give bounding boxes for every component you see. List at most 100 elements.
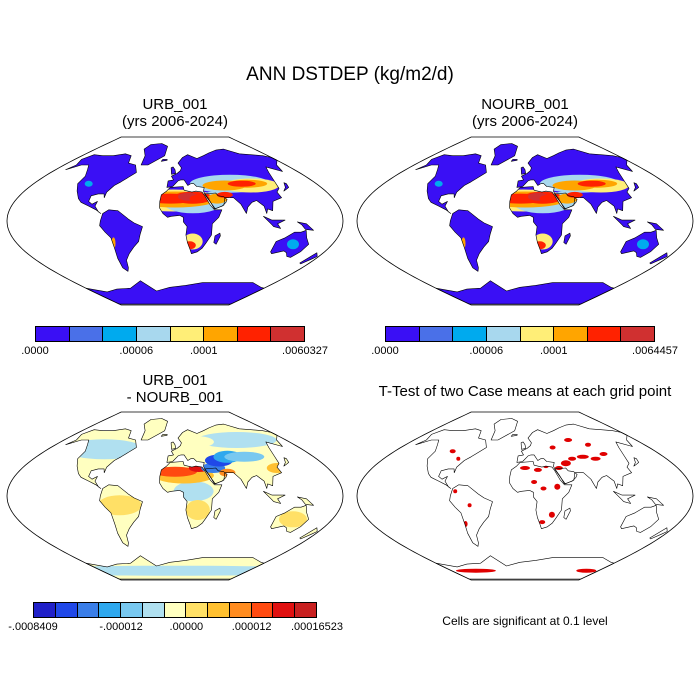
- coastline-uk: [170, 166, 176, 175]
- field-cell: [189, 194, 210, 203]
- land-new-guinea: [297, 221, 314, 231]
- colorbar-urb: [35, 326, 305, 342]
- field-cell: [554, 483, 561, 490]
- colorbar-swatch: [136, 327, 171, 341]
- coastline-japan: [283, 457, 289, 467]
- field-cell: [65, 565, 318, 576]
- colorbar-diff: [33, 602, 317, 618]
- coastline-greenland: [490, 143, 518, 166]
- colorbar-swatch: [55, 603, 78, 617]
- colorbar-swatch: [453, 327, 487, 341]
- panel-title-ttest: T-Test of two Case means at each grid po…: [350, 383, 700, 400]
- field-cell: [279, 511, 307, 528]
- field-cell: [564, 438, 573, 442]
- land-south-america: [449, 209, 493, 272]
- land-eurasia: [516, 424, 633, 489]
- coastline-new-zealand: [649, 527, 668, 540]
- ocean: [357, 137, 693, 305]
- coastline-africa: [159, 186, 223, 254]
- land-indonesia: [263, 216, 286, 229]
- field-cell: [185, 500, 210, 520]
- field-cell: [227, 180, 256, 187]
- map-urb: [6, 136, 344, 306]
- map-border: [356, 411, 694, 581]
- field-cell: [539, 194, 560, 203]
- colorbar-swatch: [36, 327, 70, 341]
- diff-subtitle: - NOURB_001: [126, 389, 224, 406]
- field-cell: [287, 239, 299, 250]
- colorbar-tick-label: .00000: [169, 621, 204, 633]
- field-cell: [549, 445, 556, 450]
- land-new-zealand: [299, 252, 318, 264]
- field-cell: [216, 191, 233, 198]
- coastline-arabia: [554, 467, 578, 485]
- land-indonesia: [613, 216, 636, 229]
- nourb-subtitle: (yrs 2006-2024): [472, 113, 578, 130]
- coastline-japan: [633, 182, 639, 192]
- land-new-zealand: [649, 252, 668, 264]
- colorbar-swatch: [103, 327, 137, 341]
- land-australia: [620, 505, 659, 533]
- land-south-america: [449, 484, 493, 547]
- land-new-guinea: [297, 496, 314, 506]
- ocean: [7, 412, 343, 580]
- field-cell: [434, 180, 443, 187]
- coastline-greenland: [140, 418, 168, 441]
- colorbar-tick-label: .0001: [189, 345, 218, 357]
- urb-title: URB_001: [142, 96, 208, 113]
- colorbar-tick-label: .0064457: [632, 345, 678, 357]
- coastline-new-zealand: [649, 252, 668, 265]
- coastline-indonesia: [263, 491, 286, 504]
- figure-title: ANN DSTDEP (kg/m2/d): [246, 64, 454, 85]
- map-border: [6, 136, 344, 306]
- land-arabia: [554, 468, 578, 484]
- land-greenland: [491, 418, 518, 440]
- coastline-south-america: [449, 209, 493, 272]
- coastline-iceland: [510, 159, 518, 162]
- coastline-arabia: [204, 192, 228, 210]
- land-greenland: [141, 418, 168, 440]
- coastline-arabia: [554, 192, 578, 210]
- land-antarctica: [435, 555, 615, 580]
- colorbar-swatch: [142, 603, 165, 617]
- colorbar-swatch: [164, 603, 187, 617]
- colorbar-swatch: [486, 327, 521, 341]
- field-cell: [539, 520, 546, 525]
- map-border: [356, 136, 694, 306]
- land-antarctica: [85, 280, 265, 305]
- colorbar-swatch: [34, 603, 56, 617]
- coastline-south-america: [99, 484, 143, 547]
- coastline-greenland: [140, 143, 168, 166]
- colorbar-tick-label: -.000012: [99, 621, 143, 633]
- land-new-guinea: [647, 221, 664, 231]
- field-cell: [566, 191, 583, 198]
- land-indonesia: [613, 491, 636, 504]
- field-cell: [520, 466, 530, 470]
- coastline-eurasia: [166, 148, 283, 214]
- panel-title-diff: URB_001 - NOURB_001: [0, 372, 350, 406]
- field-cell: [531, 480, 538, 484]
- panel-title-nourb: NOURB_001 (yrs 2006-2024): [350, 96, 700, 130]
- coastline-uk: [520, 441, 526, 450]
- colorbar-swatch: [419, 327, 454, 341]
- coastline-new-guinea: [647, 496, 664, 506]
- field-cell: [576, 568, 597, 573]
- field-cell: [568, 456, 577, 461]
- field-cell: [585, 442, 591, 447]
- field-cell: [153, 466, 197, 477]
- panel-title-urb: URB_001 (yrs 2006-2024): [0, 96, 350, 130]
- coastline-madagascar: [213, 507, 221, 520]
- coastline-new-guinea: [647, 221, 664, 231]
- field-cell: [455, 568, 496, 573]
- coastline-africa: [159, 461, 223, 529]
- colorbar-swatch: [271, 327, 304, 341]
- field-cell: [453, 489, 458, 494]
- coastline-iceland: [160, 434, 168, 437]
- colorbar-swatch: [237, 327, 272, 341]
- land-new-zealand: [299, 527, 318, 539]
- field-cell: [456, 456, 461, 461]
- land-north-america: [415, 153, 487, 214]
- coastline-indonesia: [263, 216, 286, 229]
- colorbar-tick-label: .00006: [119, 345, 154, 357]
- colorbar-swatch: [295, 603, 316, 617]
